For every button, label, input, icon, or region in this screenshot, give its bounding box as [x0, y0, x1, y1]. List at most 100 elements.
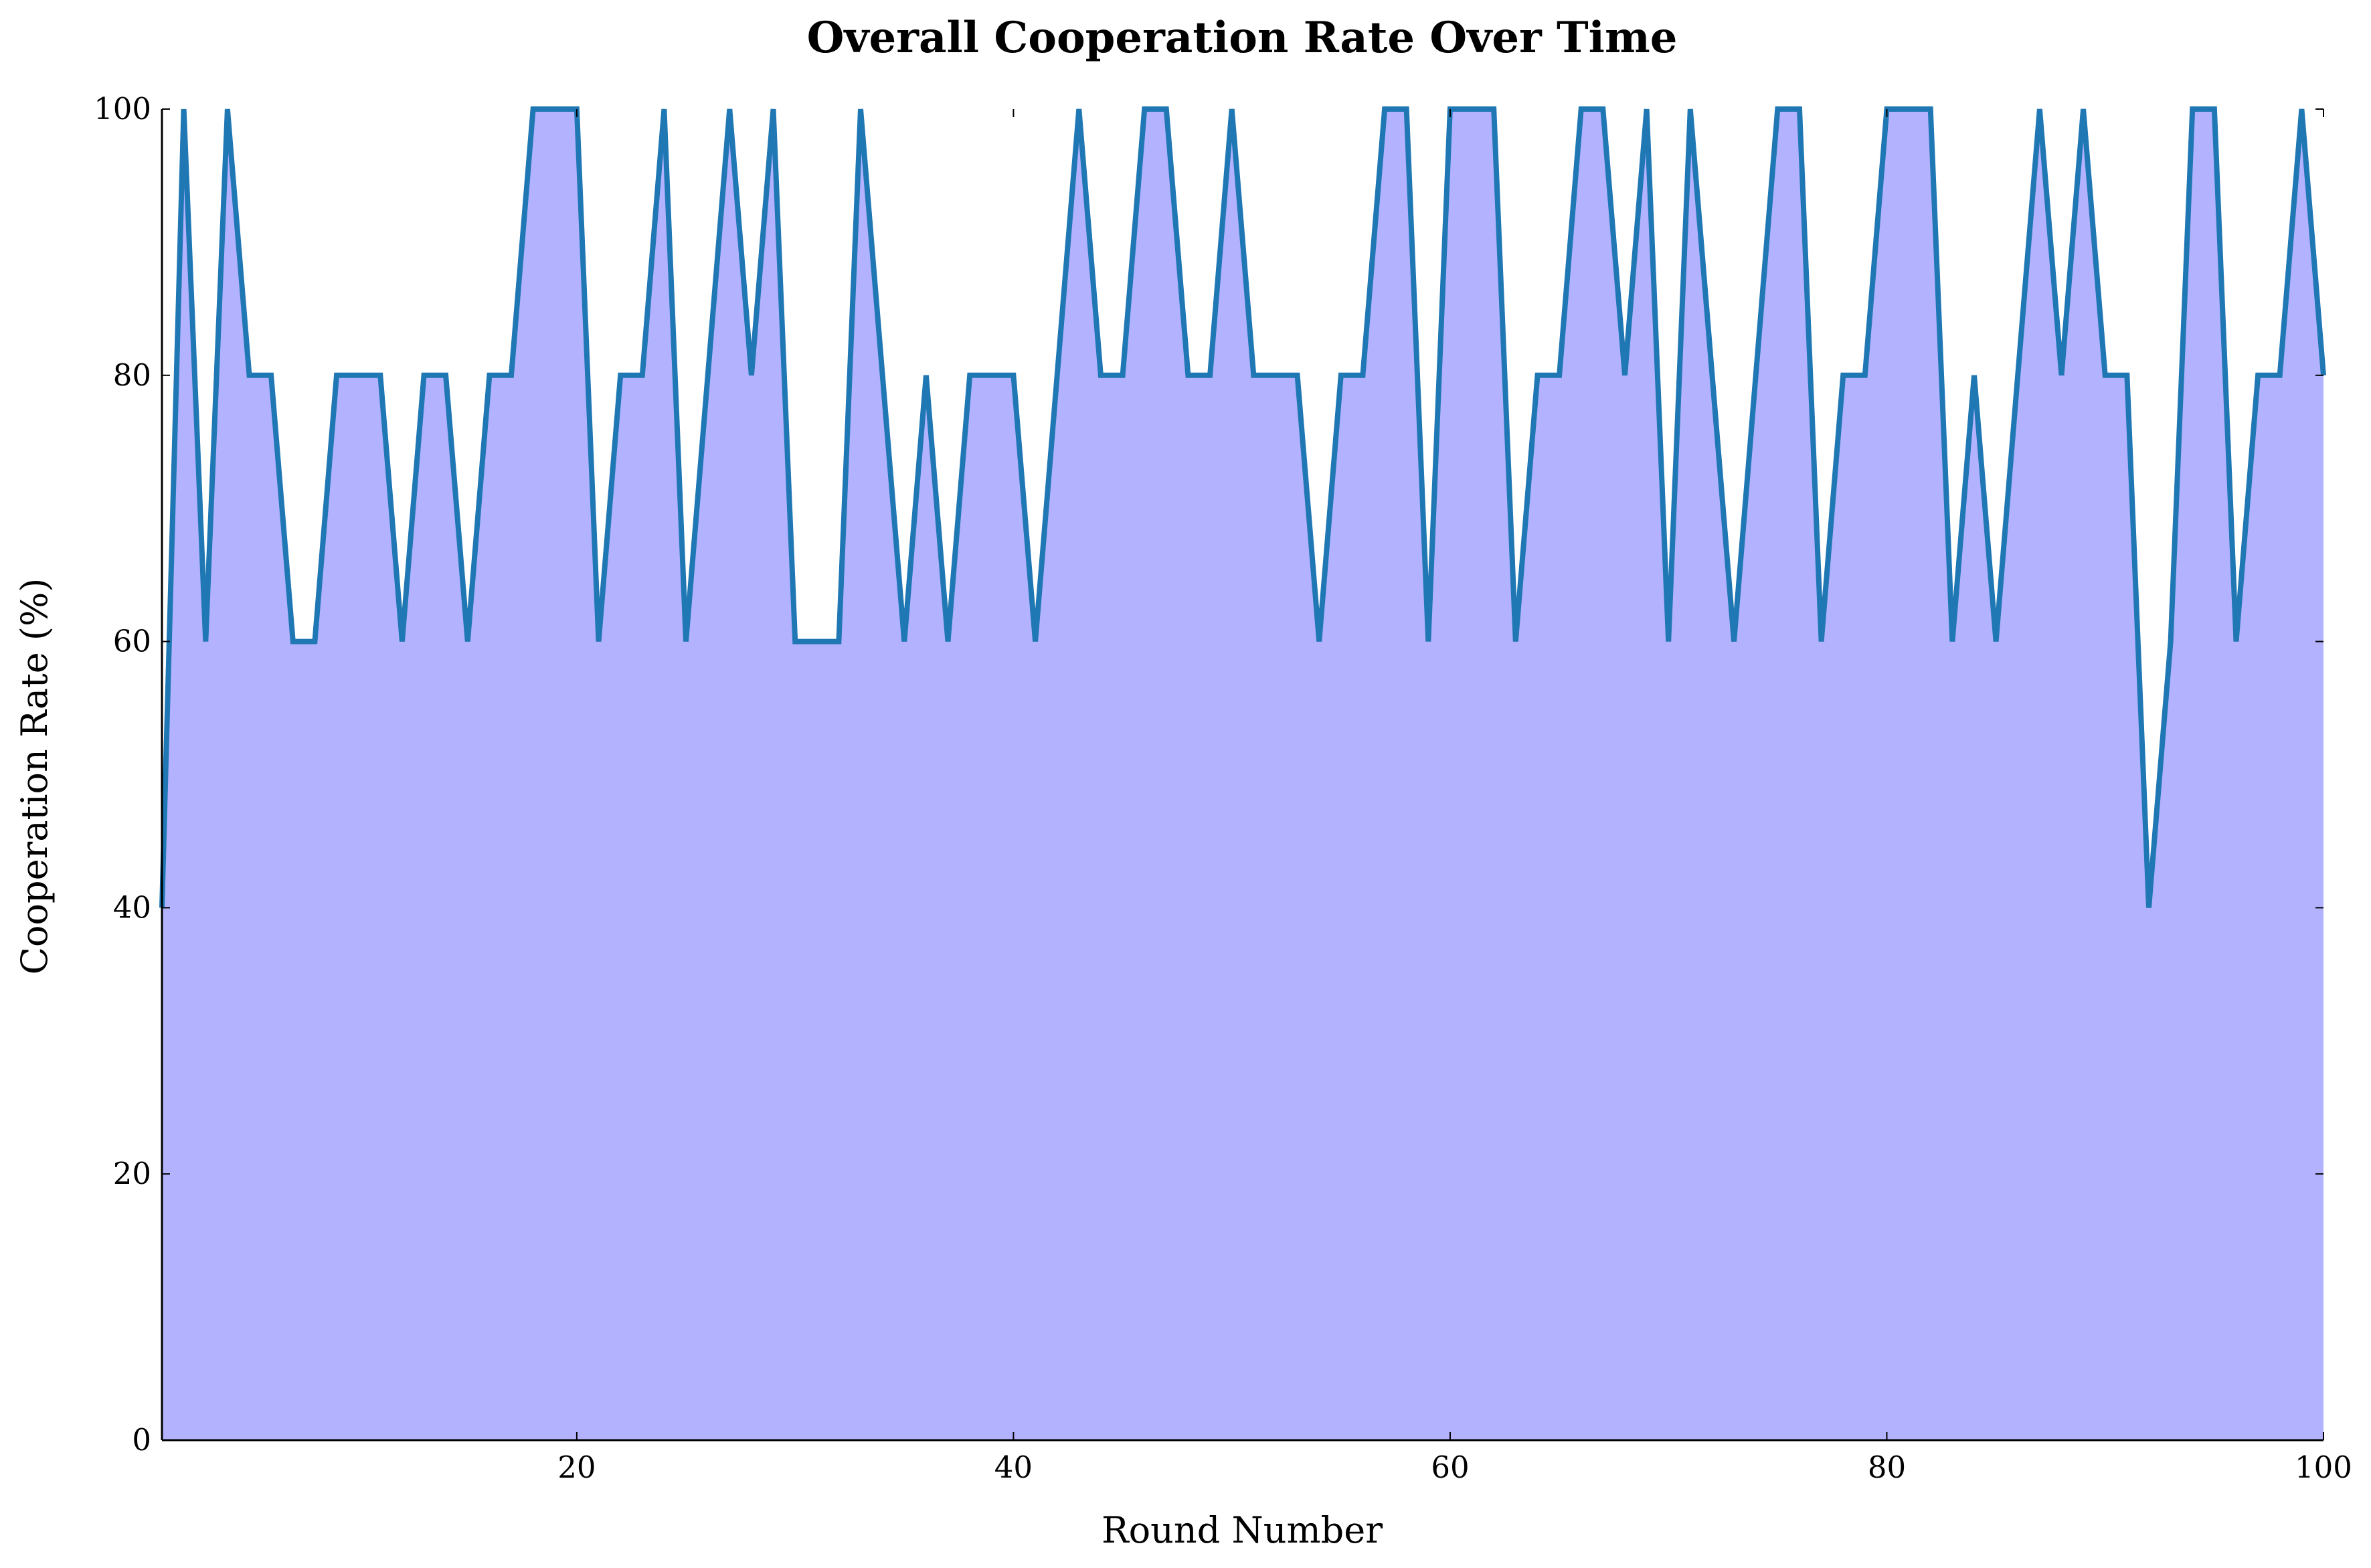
data-point-round-53 [1296, 374, 1299, 377]
data-point-round-22 [619, 374, 622, 377]
x-tick-label-40: 40 [994, 1450, 1033, 1485]
data-point-round-10 [357, 374, 360, 377]
data-point-round-35 [903, 640, 905, 643]
x-tick-label-80: 80 [1868, 1450, 1906, 1485]
y-axis-label: Cooperation Rate (%) [13, 578, 56, 975]
data-point-round-37 [947, 640, 950, 643]
data-point-round-17 [510, 374, 513, 377]
data-point-round-40 [1012, 374, 1015, 377]
data-point-round-15 [466, 640, 469, 643]
y-tick-label-100: 100 [94, 91, 151, 126]
data-point-round-7 [292, 640, 294, 643]
data-point-round-81 [1907, 108, 1910, 110]
data-point-round-6 [270, 374, 272, 377]
data-point-round-72 [1711, 374, 1714, 377]
data-point-round-8 [313, 640, 316, 643]
data-point-round-38 [968, 374, 971, 377]
data-point-round-55 [1340, 374, 1342, 377]
plot-area: 20 40 60 80 100 0 20 40 60 80 100 [94, 91, 2352, 1485]
data-point-round-65 [1558, 374, 1561, 377]
data-point-round-39 [990, 374, 993, 377]
data-point-round-56 [1361, 374, 1364, 377]
data-point-round-3 [204, 640, 207, 643]
data-point-round-31 [816, 640, 818, 643]
data-point-round-2 [183, 108, 185, 110]
y-tick-label-40: 40 [113, 889, 151, 925]
data-point-round-86 [2016, 374, 2019, 377]
data-point-round-50 [1231, 108, 1233, 110]
data-point-round-88 [2060, 374, 2063, 377]
y-tick-label-60: 60 [113, 624, 151, 659]
data-point-round-91 [2125, 374, 2128, 377]
cooperation-rate-line [159, 106, 2326, 908]
data-point-round-98 [2279, 374, 2281, 377]
data-point-round-21 [598, 640, 600, 643]
data-point-round-90 [2104, 374, 2107, 377]
data-point-round-62 [1492, 108, 1495, 110]
data-point-round-64 [1536, 374, 1539, 377]
data-point-round-99 [2300, 108, 2303, 110]
data-point-round-54 [1318, 640, 1320, 643]
data-point-round-14 [444, 374, 447, 377]
data-point-round-23 [641, 374, 644, 377]
data-point-round-13 [423, 374, 426, 377]
data-point-round-4 [226, 108, 229, 110]
data-point-round-28 [750, 374, 753, 377]
data-point-round-36 [925, 374, 928, 377]
data-point-round-61 [1471, 108, 1474, 110]
data-point-round-69 [1646, 108, 1648, 110]
data-point-round-49 [1209, 374, 1211, 377]
data-point-round-45 [1122, 374, 1124, 377]
data-point-round-30 [794, 640, 796, 643]
data-point-round-11 [379, 374, 381, 377]
data-point-round-68 [1623, 374, 1626, 377]
data-point-round-29 [772, 108, 775, 110]
data-point-round-84 [1973, 374, 1975, 377]
data-point-round-42 [1056, 374, 1059, 377]
data-point-round-67 [1601, 108, 1604, 110]
data-point-round-16 [488, 374, 491, 377]
data-point-round-63 [1514, 640, 1517, 643]
data-point-round-51 [1252, 374, 1255, 377]
data-point-round-76 [1798, 108, 1801, 110]
data-point-round-87 [2038, 108, 2041, 110]
data-point-round-71 [1689, 108, 1692, 110]
data-point-round-93 [2170, 640, 2172, 643]
y-tick-label-20: 20 [113, 1156, 151, 1191]
y-tick-label-0: 0 [132, 1422, 151, 1458]
data-point-round-73 [1733, 640, 1735, 643]
data-point-round-66 [1580, 108, 1583, 110]
data-point-round-26 [707, 374, 709, 377]
data-point-round-25 [685, 640, 687, 643]
y-tick-label-80: 80 [113, 357, 151, 393]
data-point-round-94 [2191, 108, 2194, 110]
x-tick-label-20: 20 [557, 1450, 596, 1485]
data-point-round-5 [248, 374, 251, 377]
data-point-round-41 [1034, 640, 1037, 643]
cooperation-area-fill [162, 109, 2323, 1440]
data-point-round-44 [1100, 374, 1102, 377]
data-point-round-19 [553, 108, 556, 110]
x-axis-label: Round Number [1102, 1509, 1383, 1551]
data-point-round-32 [837, 640, 840, 643]
data-point-round-97 [2257, 374, 2259, 377]
data-point-round-43 [1077, 108, 1080, 110]
x-tick-label-60: 60 [1431, 1450, 1469, 1485]
data-point-round-47 [1165, 108, 1168, 110]
data-point-round-89 [2082, 108, 2085, 110]
data-point-round-79 [1864, 374, 1866, 377]
data-point-round-70 [1667, 640, 1670, 643]
data-point-round-59 [1427, 640, 1429, 643]
data-point-round-12 [401, 640, 404, 643]
data-point-round-18 [532, 108, 535, 110]
data-point-round-74 [1755, 374, 1757, 377]
data-point-round-95 [2213, 108, 2216, 110]
data-point-round-9 [335, 374, 338, 377]
data-point-round-33 [859, 108, 862, 110]
data-point-round-82 [1929, 108, 1932, 110]
data-point-round-52 [1274, 374, 1277, 377]
data-point-round-83 [1951, 640, 1953, 643]
data-point-round-48 [1187, 374, 1189, 377]
data-point-round-27 [728, 108, 731, 110]
